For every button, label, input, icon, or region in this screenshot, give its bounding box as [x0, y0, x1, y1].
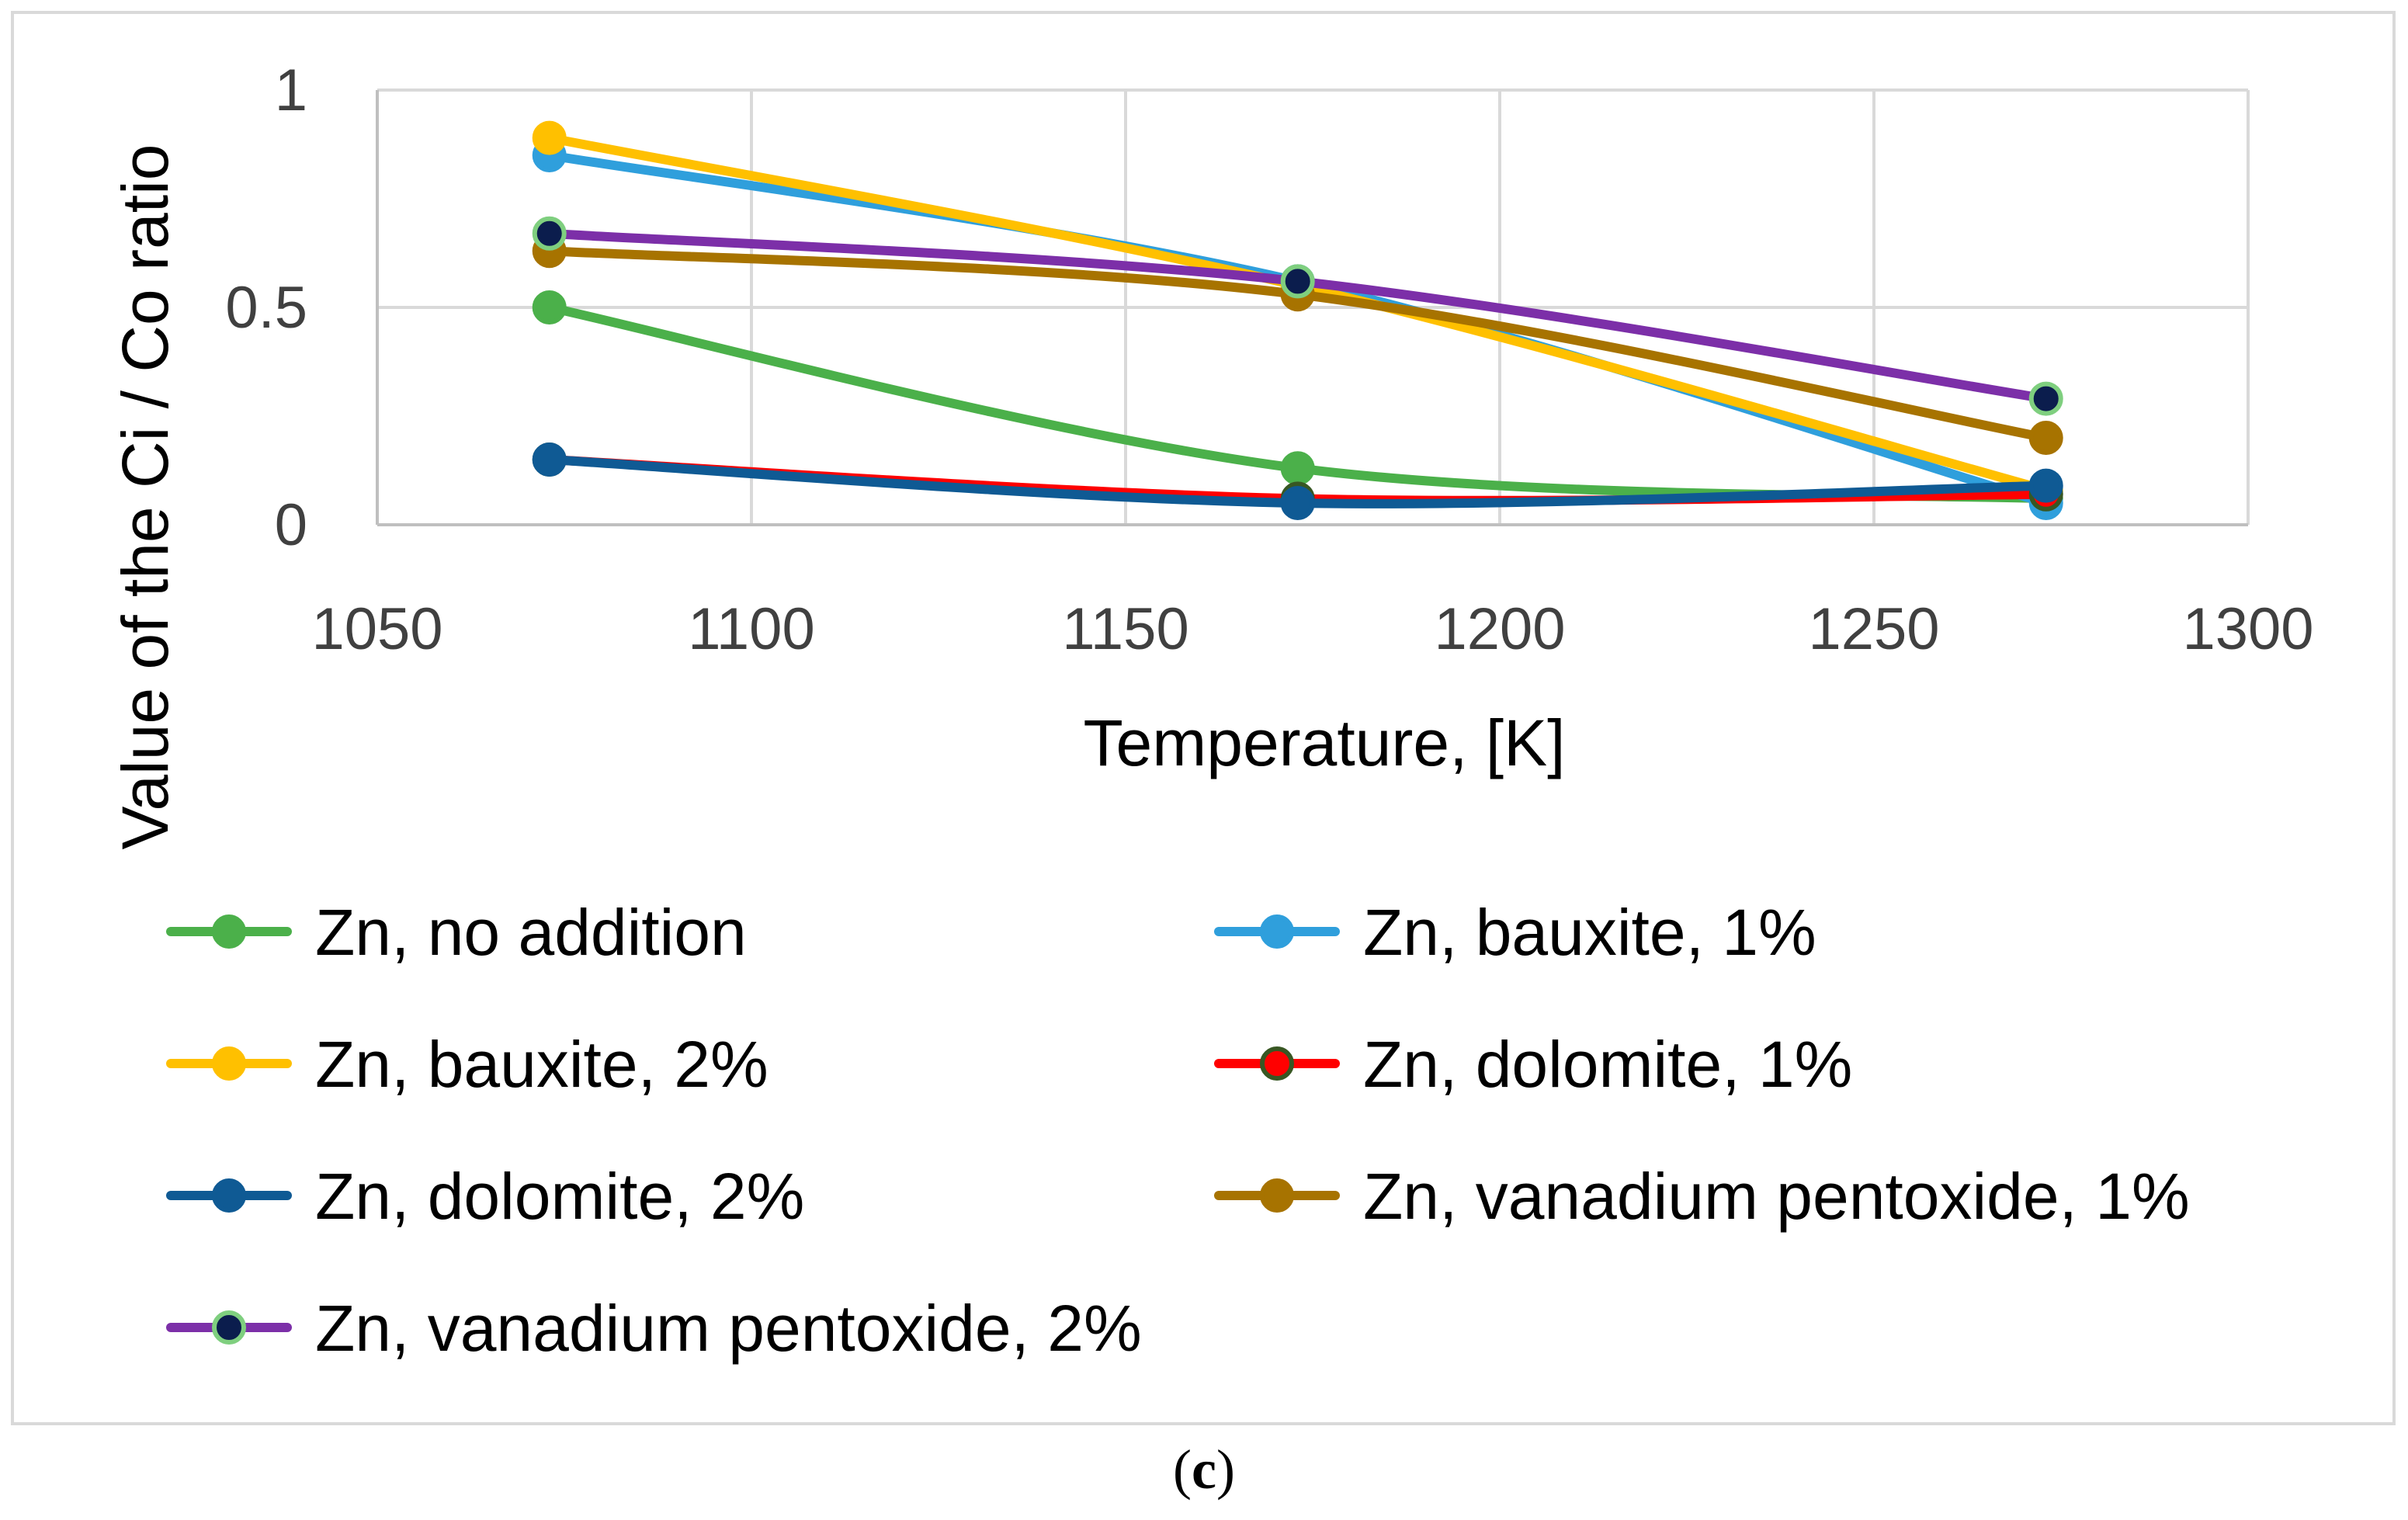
- series-7-point: [1280, 264, 1315, 299]
- legend-label: Zn, dolomite, 2%: [315, 1160, 804, 1233]
- legend-label: Zn, no addition: [315, 896, 747, 969]
- series-1: [532, 290, 2063, 516]
- series-3: [532, 120, 2063, 508]
- x-tick-label: 1100: [688, 596, 814, 662]
- series-7: [532, 216, 2063, 416]
- legend-item: Zn, no addition: [166, 896, 747, 969]
- legend-swatch-marker: [212, 1310, 246, 1345]
- series-lines: [532, 120, 2063, 520]
- x-tick-label: 1200: [1434, 596, 1565, 662]
- y-tick-label: 0.5: [225, 275, 307, 341]
- x-tick-labels: 1050 1100 1150 1200 1250 1300: [311, 596, 2313, 662]
- legend-swatch-marker: [1260, 1178, 1294, 1213]
- legend-item: Zn, vanadium pentoxide, 1%: [1214, 1160, 2190, 1233]
- legend-item: Zn, bauxite, 2%: [166, 1028, 769, 1101]
- x-tick-label: 1300: [2182, 596, 2313, 662]
- legend-item: Zn, vanadium pentoxide, 2%: [166, 1292, 1142, 1365]
- series-3-point: [532, 120, 567, 155]
- series-5-point: [532, 442, 567, 477]
- legend-swatch-marker: [1260, 914, 1294, 949]
- legend-item: Zn, bauxite, 1%: [1214, 896, 1816, 969]
- legend-item: Zn, dolomite, 1%: [1214, 1028, 1852, 1101]
- legend-label: Zn, dolomite, 1%: [1363, 1028, 1852, 1101]
- series-5-point: [2028, 468, 2063, 503]
- series-1-point: [1280, 451, 1315, 486]
- x-tick-label: 1050: [311, 596, 442, 662]
- caption-open-paren: (: [1173, 1438, 1192, 1501]
- y-tick-label: 1: [275, 57, 307, 123]
- chart-frame: [11, 11, 2396, 1425]
- figure-caption: (c): [0, 1438, 2408, 1502]
- series-5: [532, 442, 2063, 520]
- caption-close-paren: ): [1216, 1438, 1235, 1501]
- legend: Zn, no addition Zn, bauxite, 1% Zn, bauxit…: [166, 896, 2190, 1365]
- series-1-point: [532, 290, 567, 324]
- legend-swatch-marker: [1260, 1046, 1294, 1081]
- legend-label: Zn, vanadium pentoxide, 2%: [315, 1292, 1142, 1365]
- legend-label: Zn, vanadium pentoxide, 1%: [1363, 1160, 2190, 1233]
- x-tick-label: 1250: [1808, 596, 1939, 662]
- y-tick-labels: 00.51: [225, 57, 307, 558]
- caption-letter: c: [1192, 1438, 1216, 1501]
- y-axis-title: Value of the Ci / Co ratio: [109, 144, 182, 850]
- series-2-line: [544, 151, 2051, 508]
- series-5-point: [1280, 486, 1315, 520]
- x-axis-title: Temperature, [K]: [1084, 706, 1566, 779]
- y-tick-label: 0: [275, 492, 307, 558]
- series-6-point: [2028, 421, 2063, 455]
- series-7-point: [2028, 381, 2063, 416]
- legend-label: Zn, bauxite, 2%: [315, 1028, 769, 1101]
- legend-swatch-marker: [212, 1046, 246, 1081]
- series-7-point: [532, 216, 567, 251]
- axes: [376, 90, 2248, 526]
- x-tick-label: 1150: [1062, 596, 1188, 662]
- legend-swatch-marker: [212, 914, 246, 949]
- legend-swatch-marker: [212, 1178, 246, 1213]
- legend-label: Zn, bauxite, 1%: [1363, 896, 1816, 969]
- legend-item: Zn, dolomite, 2%: [166, 1160, 804, 1233]
